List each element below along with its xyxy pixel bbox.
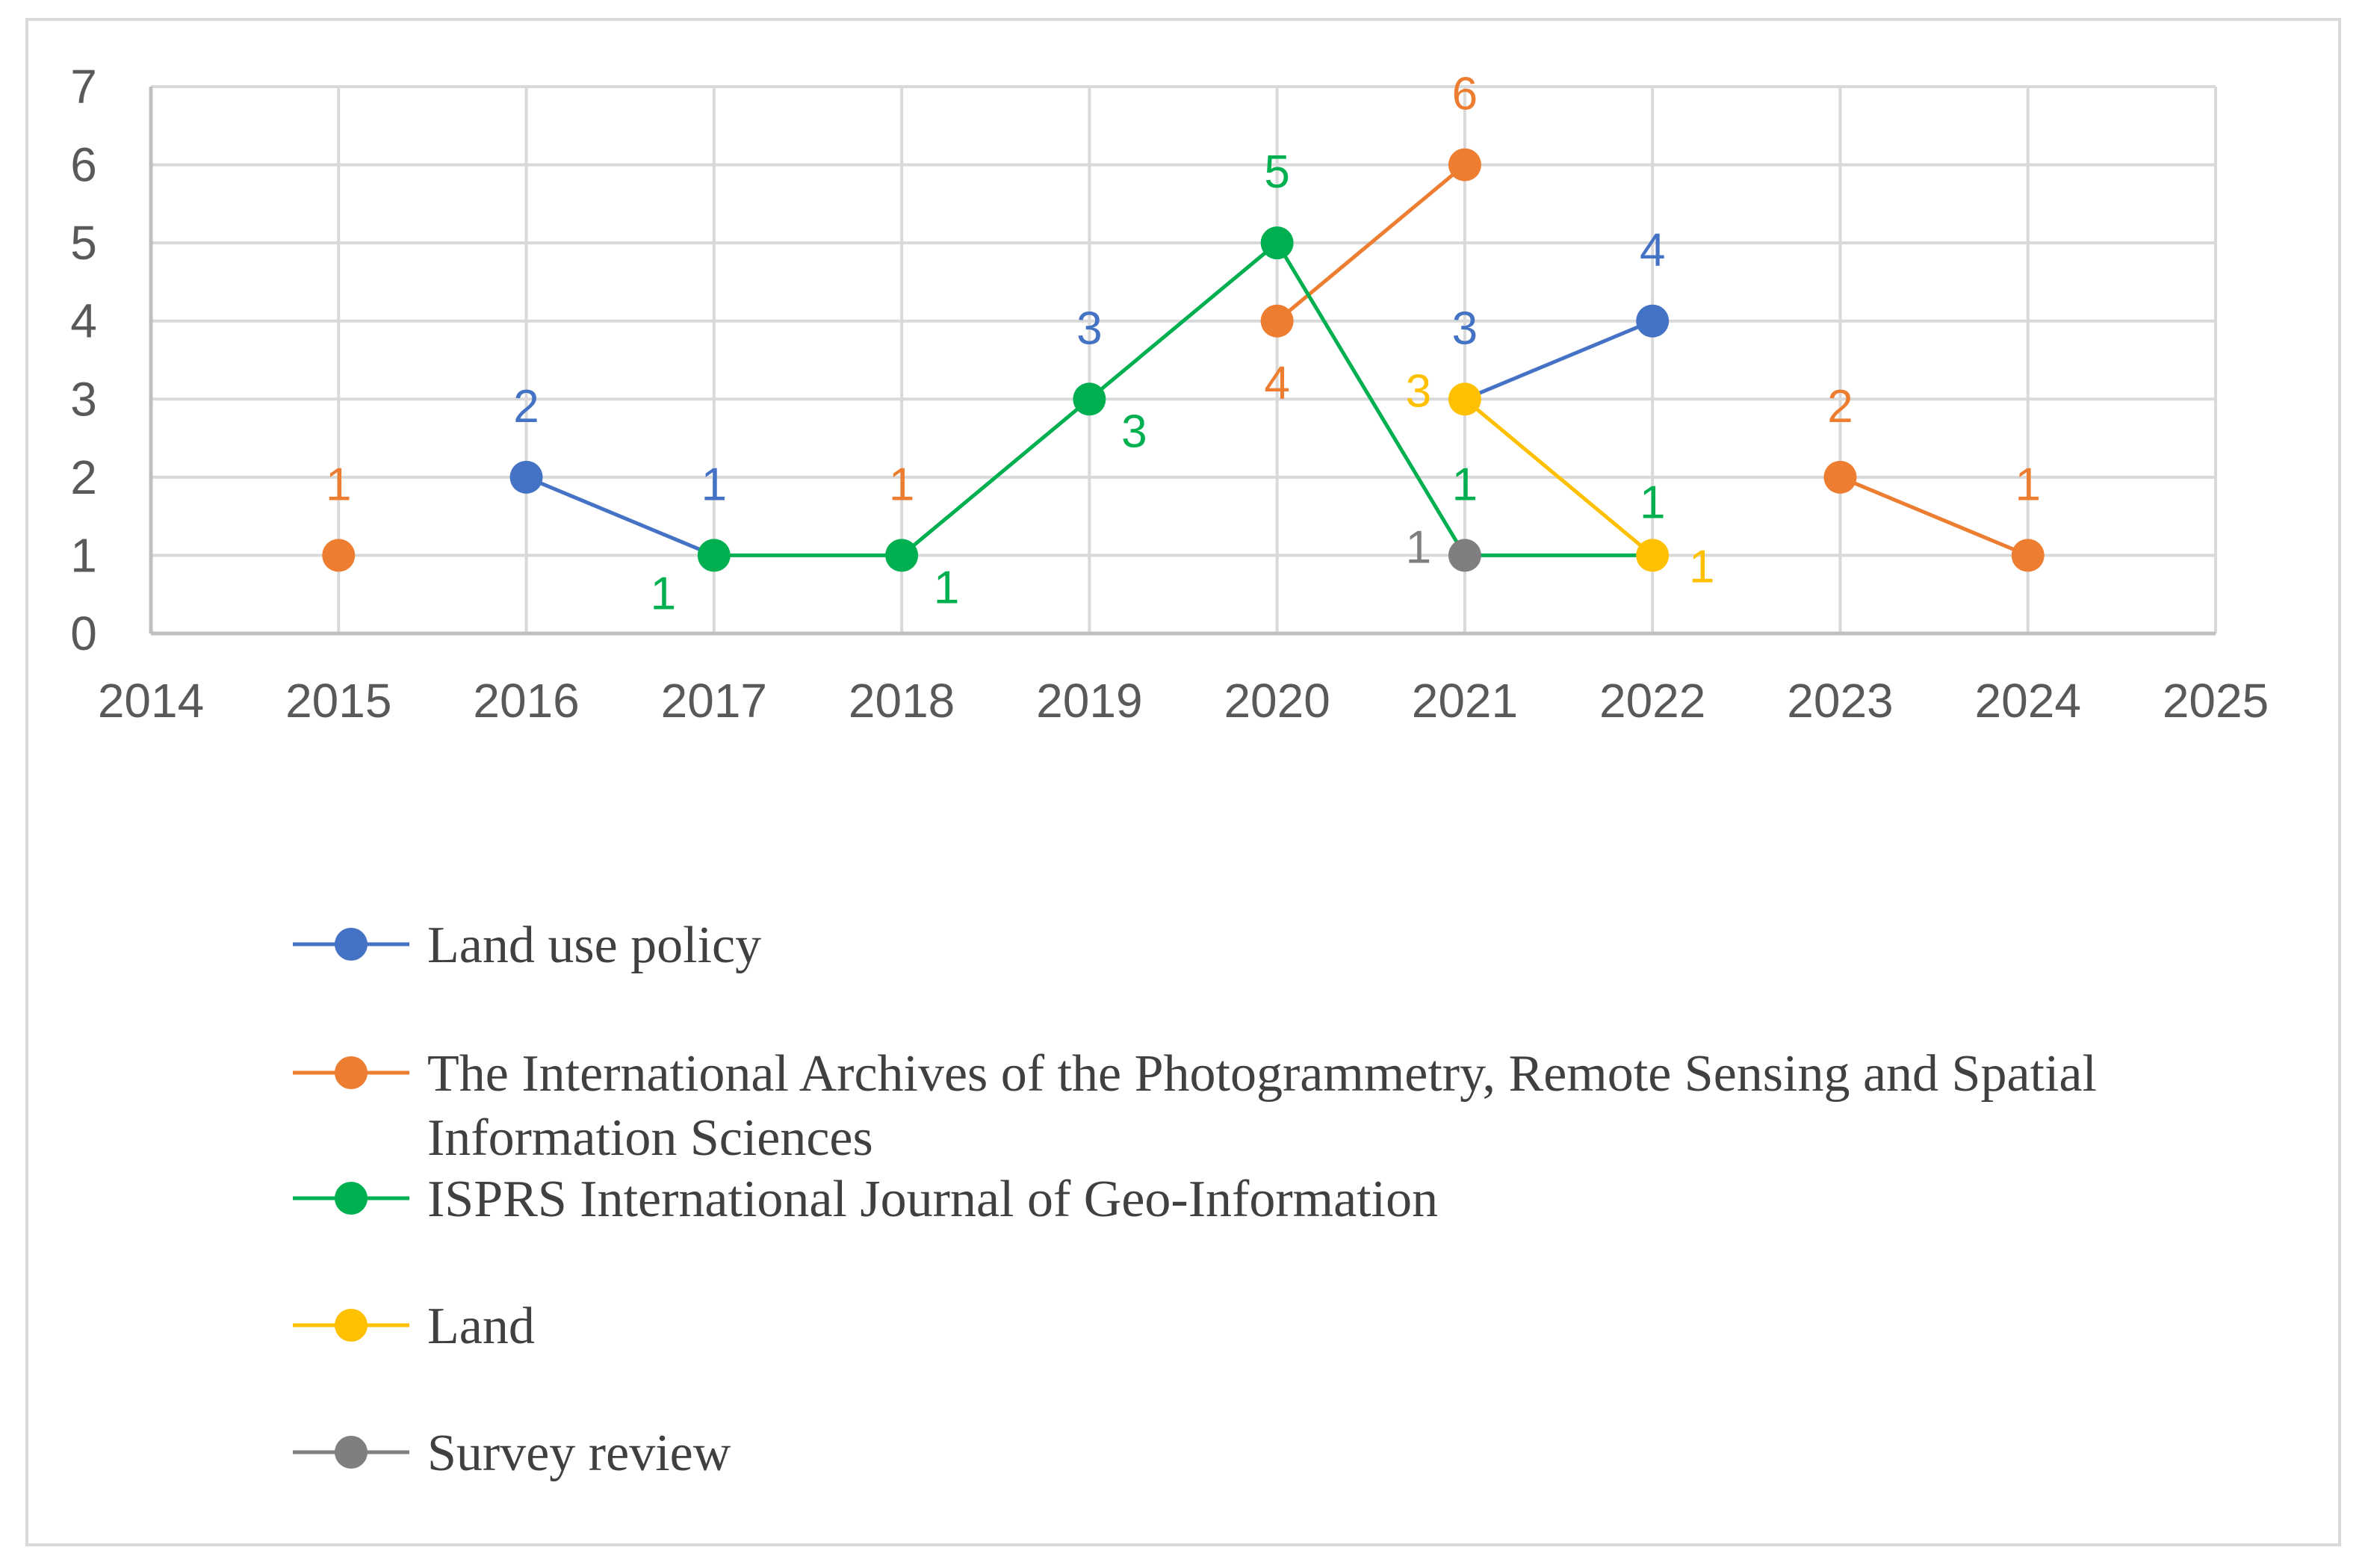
x-tick-label: 2024: [1975, 674, 2081, 728]
data-label-4: 1: [1406, 521, 1431, 573]
x-tick-label: 2022: [1599, 674, 1705, 728]
data-point-0: [1636, 304, 1670, 338]
data-label-3: 1: [1689, 541, 1714, 592]
series-line-3: [1463, 397, 1654, 557]
y-tick-label: 6: [70, 138, 97, 192]
data-point-2: [697, 539, 731, 572]
y-tick-label: 2: [70, 450, 97, 504]
data-label-2: 3: [1121, 406, 1147, 457]
series-line-1: [1839, 475, 2029, 557]
x-tick-label: 2021: [1412, 674, 1518, 728]
x-tick-label: 2020: [1224, 674, 1330, 728]
y-tick-label: 0: [70, 607, 97, 660]
data-point-1: [1448, 148, 1481, 182]
data-label-1: 1: [2015, 459, 2040, 510]
legend-marker-4: [335, 1436, 368, 1469]
legend-label-3: Land: [427, 1298, 535, 1355]
data-point-1: [1823, 460, 1857, 494]
legend: Land use policy The International Archive…: [293, 917, 2097, 1482]
data-point-1: [2011, 539, 2045, 572]
y-tick-label: 7: [70, 60, 97, 114]
data-point-2: [1073, 382, 1106, 416]
legend-marker-1: [335, 1056, 368, 1089]
x-tick-label: 2019: [1036, 674, 1142, 728]
data-point-0: [509, 460, 543, 494]
data-label-1: 1: [889, 459, 914, 510]
data-label-1: 2: [1827, 381, 1853, 433]
data-label-0: 3: [1452, 303, 1478, 354]
y-tick-label: 5: [70, 216, 97, 270]
data-label-2: 5: [1264, 146, 1289, 198]
data-label-0: 1: [701, 459, 727, 510]
data-point-2: [885, 539, 919, 572]
y-tick-label: 1: [70, 528, 97, 582]
data-label-3: 3: [1406, 365, 1431, 417]
legend-label-0: Land use policy: [427, 917, 761, 974]
y-tick-label: 4: [70, 294, 97, 348]
chart-frame: [25, 18, 2341, 1546]
x-tick-label: 2025: [2163, 674, 2269, 728]
data-label-0: 4: [1640, 225, 1665, 276]
data-point-3: [1448, 382, 1481, 416]
data-label-2: 1: [1452, 459, 1478, 510]
x-tick-label: 2017: [661, 674, 767, 728]
series-lines: [525, 163, 2029, 557]
series-line-2: [713, 241, 1653, 557]
data-label-1: 1: [326, 459, 351, 510]
data-point-1: [1260, 304, 1294, 338]
x-tick-label: 2018: [849, 674, 955, 728]
series-line-0: [1463, 319, 1654, 401]
data-label-0: 2: [513, 381, 539, 433]
legend-label-1: Information Sciences: [427, 1109, 873, 1167]
data-label-2: 1: [1640, 477, 1665, 528]
data-point-4: [1448, 539, 1481, 572]
legend-marker-0: [335, 928, 368, 961]
grid: [151, 85, 2217, 633]
legend-label-2: ISPRS International Journal of Geo-Infor…: [427, 1171, 1438, 1228]
data-point-3: [1636, 539, 1670, 572]
legend-marker-3: [335, 1309, 368, 1342]
data-label-1: 6: [1452, 69, 1478, 120]
x-tick-label: 2014: [98, 674, 204, 728]
y-tick-label: 3: [70, 372, 97, 426]
series-line-0: [525, 475, 715, 557]
data-point-1: [322, 539, 356, 572]
x-tick-label: 2023: [1787, 674, 1893, 728]
data-label-2: 1: [651, 568, 676, 619]
data-label-2: 1: [934, 562, 959, 613]
axes: [149, 87, 2216, 636]
x-tick-label: 2016: [473, 674, 579, 728]
y-tick-labels: 0 1 2 3 4 5 6 7: [70, 60, 97, 660]
x-tick-label: 2015: [285, 674, 391, 728]
series-markers: [322, 148, 2045, 572]
x-tick-labels: 2014 2015 2016 2017 2018 2019 2020 2021 2022 2023…: [98, 674, 2269, 728]
legend-marker-2: [335, 1182, 368, 1215]
legend-label-1: The International Archives of the Photog…: [427, 1045, 2097, 1103]
data-label-1: 4: [1264, 358, 1289, 409]
data-label-0: 3: [1076, 303, 1102, 354]
legend-label-4: Survey review: [427, 1425, 731, 1482]
data-point-2: [1260, 226, 1294, 260]
